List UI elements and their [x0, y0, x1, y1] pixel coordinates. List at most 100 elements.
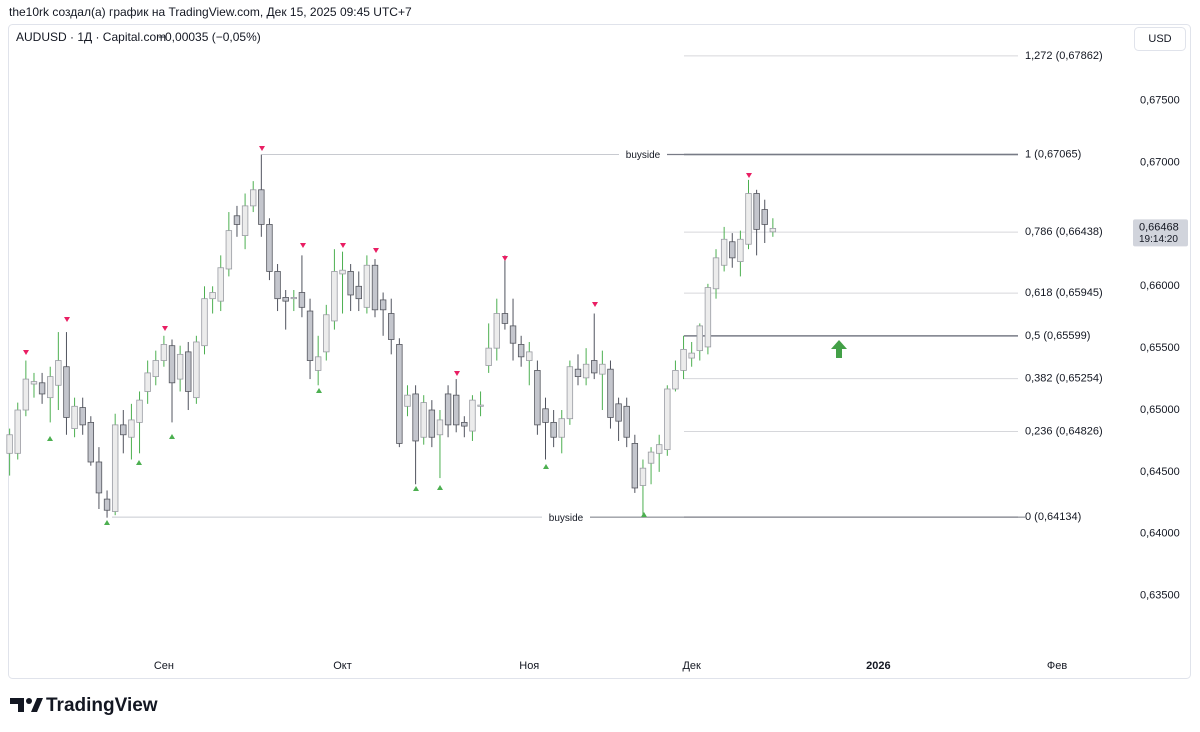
candle: [290, 290, 298, 312]
fib-label: 0,5 (0,65599): [1025, 330, 1090, 342]
candle-body: [639, 467, 647, 486]
currency-button[interactable]: [1134, 27, 1186, 51]
candle-body: [209, 292, 216, 300]
candle-body: [396, 344, 403, 444]
candle: [347, 264, 354, 312]
candle: [631, 434, 639, 493]
candle-body: [574, 368, 582, 378]
logo-mark: [10, 698, 24, 712]
candle-body: [428, 409, 436, 438]
candle-body: [241, 205, 249, 236]
candle-body: [152, 360, 159, 378]
candle: [160, 335, 168, 367]
candle: [225, 212, 233, 277]
candle: [720, 226, 728, 272]
candle: [30, 372, 38, 398]
candle: [47, 366, 54, 423]
candle-body: [591, 360, 598, 374]
candle: [599, 350, 606, 411]
candle: [712, 249, 720, 299]
countdown: 19:14:20: [1139, 234, 1178, 245]
pivot-high: [746, 173, 752, 178]
x-tick-label: Сен: [154, 660, 174, 672]
candle: [623, 397, 630, 448]
candle: [168, 339, 176, 423]
pivot-high: [162, 326, 168, 331]
candle: [193, 335, 200, 404]
candle-body: [745, 193, 752, 245]
candle-body: [258, 189, 265, 225]
pivot-high: [454, 371, 460, 376]
candle: [737, 230, 744, 277]
overlay-lines: 1,272 (0,67862) 1 (0,67065) 0,786 (0,66438…: [112, 50, 1103, 524]
pivot-low: [169, 434, 175, 439]
candle-body: [120, 424, 127, 436]
brand-name: TradingView: [46, 695, 158, 716]
candle: [655, 434, 663, 472]
candle: [388, 298, 395, 355]
x-tick-label: Фев: [1047, 660, 1067, 672]
candle: [379, 292, 387, 336]
candle: [639, 459, 647, 518]
fib-label: 0,382 (0,65254): [1025, 373, 1103, 385]
candle-body: [55, 360, 62, 386]
candle-body: [111, 424, 119, 512]
axes: 0,63500 0,64000 0,64500 0,65000 0,65500 0,660…: [154, 95, 1188, 672]
candle-body: [355, 285, 362, 300]
candle-body: [647, 451, 655, 464]
candle-body: [452, 394, 460, 426]
candle-body: [6, 434, 13, 454]
candle-body: [720, 238, 728, 266]
candle-body: [136, 399, 143, 423]
candle: [696, 323, 703, 361]
candle: [526, 341, 533, 386]
pivot-low: [413, 486, 419, 491]
pivot-markers: [23, 146, 847, 525]
pivot-high: [259, 146, 265, 151]
candle: [71, 397, 78, 438]
pivot-high-markers: [23, 146, 752, 376]
pivot-low: [316, 388, 322, 393]
y-tick-label: 0,64500: [1140, 466, 1180, 478]
candle: [509, 298, 517, 361]
candle-body: [729, 241, 736, 259]
candle: [136, 391, 143, 454]
candle-body: [339, 269, 346, 275]
candle: [688, 341, 695, 367]
candle: [542, 397, 549, 460]
liquidity-label: buyside: [549, 513, 584, 524]
candle-body: [534, 370, 541, 426]
candle-body: [461, 421, 468, 427]
candle: [282, 290, 289, 330]
symbol-title: AUDUSD · 1Д · Capital.com: [16, 30, 166, 44]
candle: [753, 189, 760, 256]
currency-label[interactable]: USD: [1148, 33, 1171, 45]
candle-body: [485, 347, 492, 366]
candle-body: [363, 264, 371, 308]
candle: [298, 255, 306, 318]
candle: [534, 360, 541, 435]
candle-body: [71, 405, 78, 429]
candle: [412, 385, 419, 485]
chart-frame: [8, 24, 1191, 679]
y-tick-label: 0,67000: [1140, 156, 1180, 168]
candle-body: [704, 287, 712, 348]
candle-body: [30, 381, 38, 385]
candle: [241, 193, 249, 250]
candle: [607, 360, 614, 429]
candle-body: [298, 292, 306, 308]
pivot-high: [64, 317, 70, 322]
candle: [461, 416, 468, 438]
price-label-box: [1133, 219, 1188, 247]
candle-body: [87, 421, 95, 463]
candle: [574, 354, 582, 386]
candle: [274, 264, 281, 312]
candle: [103, 490, 111, 518]
candle-body: [493, 313, 500, 349]
candle-body: [250, 189, 257, 207]
candle: [79, 397, 86, 435]
candle-body: [266, 224, 273, 272]
candle-body: [769, 227, 777, 233]
